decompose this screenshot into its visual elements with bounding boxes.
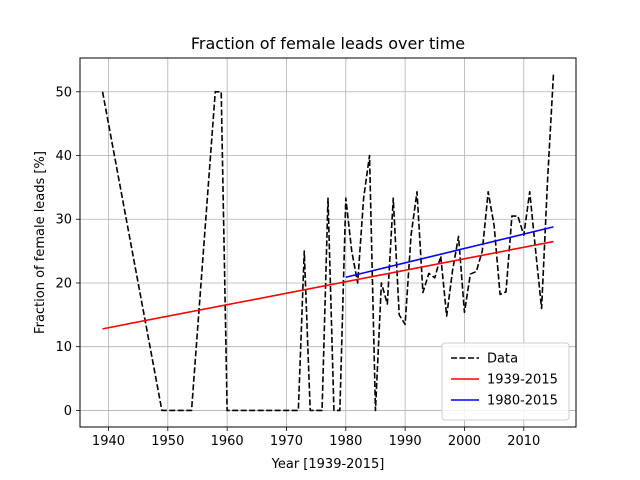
series-line-1980-2015 [345,226,554,279]
x-tick-label: 1950 [151,434,184,449]
plot-frame [79,57,577,428]
y-axis-ticks: 0 10 20 30 40 50 [55,85,80,419]
legend-label: Data [487,352,518,367]
y-tick-label: 50 [55,85,72,100]
series-line-1939-2015 [102,240,554,330]
plot-series [101,74,555,412]
series-line-data [101,74,555,412]
y-tick-label: 30 [55,213,72,228]
legend-label: 1939-2015 [487,373,558,388]
x-tick-label: 2010 [507,434,540,449]
x-tick-label: 1970 [270,434,303,449]
grid [80,58,576,427]
x-tick-label: 1990 [389,434,422,449]
legend: Data 1939-2015 1980-2015 [441,342,570,421]
chart-title: Fraction of female leads over time [191,34,465,53]
y-tick-label: 0 [64,404,72,419]
x-tick-label: 1980 [329,434,362,449]
x-tick-label: 1960 [211,434,244,449]
x-axis-label: Year [1939-2015] [271,457,385,472]
y-tick-label: 20 [55,276,72,291]
y-axis-label: Fraction of female leads [%] [33,151,48,334]
y-tick-label: 10 [55,340,72,355]
x-tick-label: 1940 [92,434,125,449]
y-tick-label: 40 [55,149,72,164]
x-axis-ticks: 1940 1950 1960 1970 1980 1990 2000 2010 [92,427,540,449]
legend-label: 1980-2015 [487,394,558,409]
x-tick-label: 2000 [448,434,481,449]
